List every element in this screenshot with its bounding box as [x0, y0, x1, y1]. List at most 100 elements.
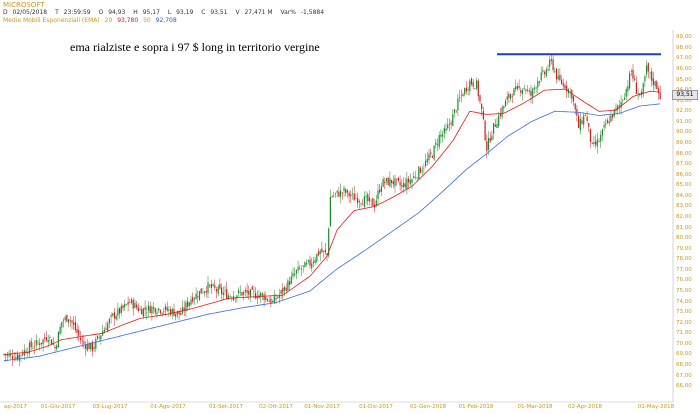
candle-body	[226, 289, 228, 299]
candle-body	[107, 323, 109, 331]
candle-body	[343, 188, 345, 192]
candle-body	[479, 95, 481, 102]
candle-body	[656, 81, 658, 90]
candle-body	[508, 94, 510, 98]
candle-body	[54, 346, 56, 349]
candle-body	[238, 290, 240, 294]
candle-body	[351, 193, 354, 195]
candle-body	[277, 297, 279, 298]
candle-body	[646, 65, 648, 75]
candle-body	[414, 177, 416, 178]
candle-body	[329, 196, 331, 227]
candle-body	[217, 286, 219, 294]
y-tick-label: 84,00	[676, 192, 692, 199]
open-value: O 94,93	[98, 9, 126, 16]
candle-body	[295, 269, 297, 274]
candle-body	[81, 340, 83, 342]
candle-body	[158, 308, 160, 311]
y-tick-label: 92,00	[676, 108, 692, 115]
x-tick-label: 01-Giu-2017	[40, 404, 76, 410]
candle-body	[11, 356, 14, 359]
ema-slow-period: 50	[143, 17, 151, 24]
candle-body	[516, 86, 518, 89]
candle-body	[117, 308, 119, 316]
candle-body	[171, 308, 173, 314]
candle-body	[146, 312, 148, 313]
x-tick-label: 01-Set-2017	[209, 404, 243, 410]
volume-value: V 27,471 M	[235, 9, 273, 16]
candle-body	[406, 178, 408, 189]
y-tick-label: 89,00	[676, 139, 692, 146]
candle-body	[431, 156, 433, 158]
candle-body	[154, 308, 156, 313]
candle-body	[115, 315, 117, 320]
y-tick-label: 66,00	[676, 383, 692, 390]
candle-body	[18, 354, 20, 361]
candle-body	[17, 354, 19, 360]
candle-body	[564, 85, 566, 89]
candle-body	[227, 295, 229, 300]
candle-body	[625, 89, 627, 97]
y-tick-label: 91,00	[676, 118, 692, 125]
candle-body	[623, 97, 626, 100]
candle-body	[333, 195, 335, 197]
candle-body	[261, 293, 263, 296]
candle-body	[521, 90, 524, 94]
candle-body	[289, 281, 291, 285]
candle-body	[144, 307, 146, 310]
candle-body	[402, 182, 405, 188]
candle-body	[183, 307, 185, 311]
candle-body	[637, 93, 639, 95]
candle-body	[141, 309, 143, 315]
candle-body	[443, 128, 445, 134]
candle-body	[421, 170, 423, 171]
candle-body	[181, 307, 184, 314]
candle-body	[132, 300, 134, 309]
candle-body	[78, 330, 80, 336]
candle-body	[348, 192, 350, 197]
candle-body	[355, 198, 357, 199]
candle-body	[10, 353, 12, 356]
candle-body	[285, 287, 287, 291]
candle-body	[404, 183, 406, 188]
change-value: Var% -1,5884	[280, 9, 325, 16]
candle-body	[304, 262, 306, 268]
candle-body	[32, 347, 34, 349]
candle-body	[309, 259, 311, 266]
candle-body	[462, 94, 464, 96]
time-value: T 23:59:59	[55, 9, 91, 16]
candle-body	[350, 194, 352, 197]
candle-body	[302, 265, 304, 267]
candle-body	[593, 142, 595, 144]
candle-body	[409, 180, 411, 185]
candle-body	[188, 302, 190, 307]
x-tick-label: ap-2017	[4, 404, 27, 410]
candle-body	[634, 78, 636, 81]
candle-body	[105, 328, 107, 330]
candle-body	[562, 83, 564, 87]
candle-body	[532, 88, 534, 97]
candle-body	[192, 296, 194, 302]
candle-body	[627, 85, 629, 92]
candle-body	[210, 284, 212, 289]
candle-body	[22, 353, 24, 355]
candle-body	[603, 125, 605, 128]
candle-body	[494, 124, 496, 127]
candle-body	[496, 124, 498, 129]
candle-body	[613, 109, 615, 116]
candle-body	[134, 302, 136, 309]
candle-body	[574, 103, 576, 110]
candle-body	[200, 288, 202, 294]
candle-body	[112, 313, 114, 316]
candle-body	[42, 339, 44, 345]
candle-body	[515, 86, 517, 90]
y-tick-label: 98,00	[676, 44, 692, 51]
x-tick-label: 01-Nov-2017	[304, 404, 340, 410]
y-tick-label: 86,00	[676, 171, 692, 178]
candle-body	[326, 253, 328, 255]
candle-body	[312, 261, 314, 264]
y-tick-label: 75,00	[676, 287, 692, 294]
candle-body	[601, 129, 603, 136]
candle-body	[246, 290, 248, 293]
y-tick-label: 69,00	[676, 351, 692, 358]
